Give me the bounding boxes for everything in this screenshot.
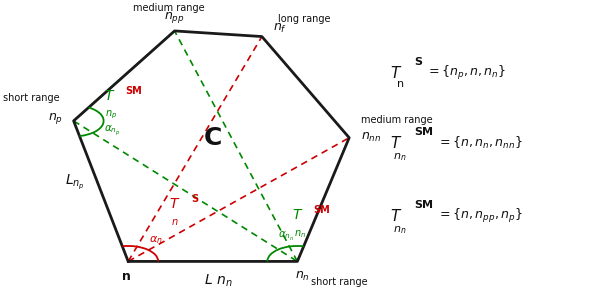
Text: $L \ n_n$: $L \ n_n$: [204, 273, 232, 289]
Text: $T$: $T$: [104, 88, 115, 102]
Text: $T$: $T$: [390, 65, 402, 81]
Text: SM: SM: [415, 200, 434, 210]
Text: $n_p$: $n_p$: [105, 108, 117, 121]
Text: $L_{n_p}$: $L_{n_p}$: [65, 172, 84, 191]
Text: $=\{n_p,n,n_n\}$: $=\{n_p,n,n_n\}$: [425, 64, 506, 82]
Text: $\mathbf{n}$: $\mathbf{n}$: [120, 270, 130, 283]
Text: C: C: [204, 126, 222, 150]
Text: $n$: $n$: [171, 217, 178, 227]
Text: $n_{pp}$: $n_{pp}$: [164, 10, 185, 25]
Text: $n_n$: $n_n$: [296, 270, 310, 283]
Text: short range: short range: [311, 277, 368, 287]
Text: $T$: $T$: [292, 208, 303, 222]
Text: S: S: [415, 57, 422, 67]
Text: $=\{n,n_n,n_{nn}\}$: $=\{n,n_n,n_{nn}\}$: [437, 135, 522, 152]
Text: $T$: $T$: [390, 208, 402, 225]
Text: $T$: $T$: [169, 197, 181, 211]
Text: S: S: [191, 194, 198, 204]
Text: $\alpha_{n_p}$: $\alpha_{n_p}$: [104, 124, 120, 138]
Text: medium range: medium range: [133, 3, 205, 13]
Text: SM: SM: [314, 205, 330, 215]
Text: $n_{nn}$: $n_{nn}$: [361, 131, 382, 144]
Text: $n_f$: $n_f$: [273, 22, 287, 35]
Text: $\alpha_{n_n}$: $\alpha_{n_n}$: [278, 230, 294, 243]
Text: $n_n$: $n_n$: [393, 152, 407, 163]
Text: long range: long range: [278, 14, 331, 24]
Text: $=\{n,n_{pp},n_p\}$: $=\{n,n_{pp},n_p\}$: [437, 207, 522, 225]
Text: $n_n$: $n_n$: [393, 225, 407, 237]
Text: $T$: $T$: [390, 135, 402, 151]
Text: $n_n$: $n_n$: [294, 228, 306, 240]
Text: SM: SM: [415, 127, 434, 137]
Text: short range: short range: [4, 93, 60, 102]
Text: n: n: [396, 79, 404, 89]
Text: $n_p$: $n_p$: [48, 111, 63, 126]
Text: SM: SM: [126, 86, 142, 96]
Text: medium range: medium range: [361, 115, 433, 125]
Text: $\alpha_n$: $\alpha_n$: [149, 234, 163, 246]
